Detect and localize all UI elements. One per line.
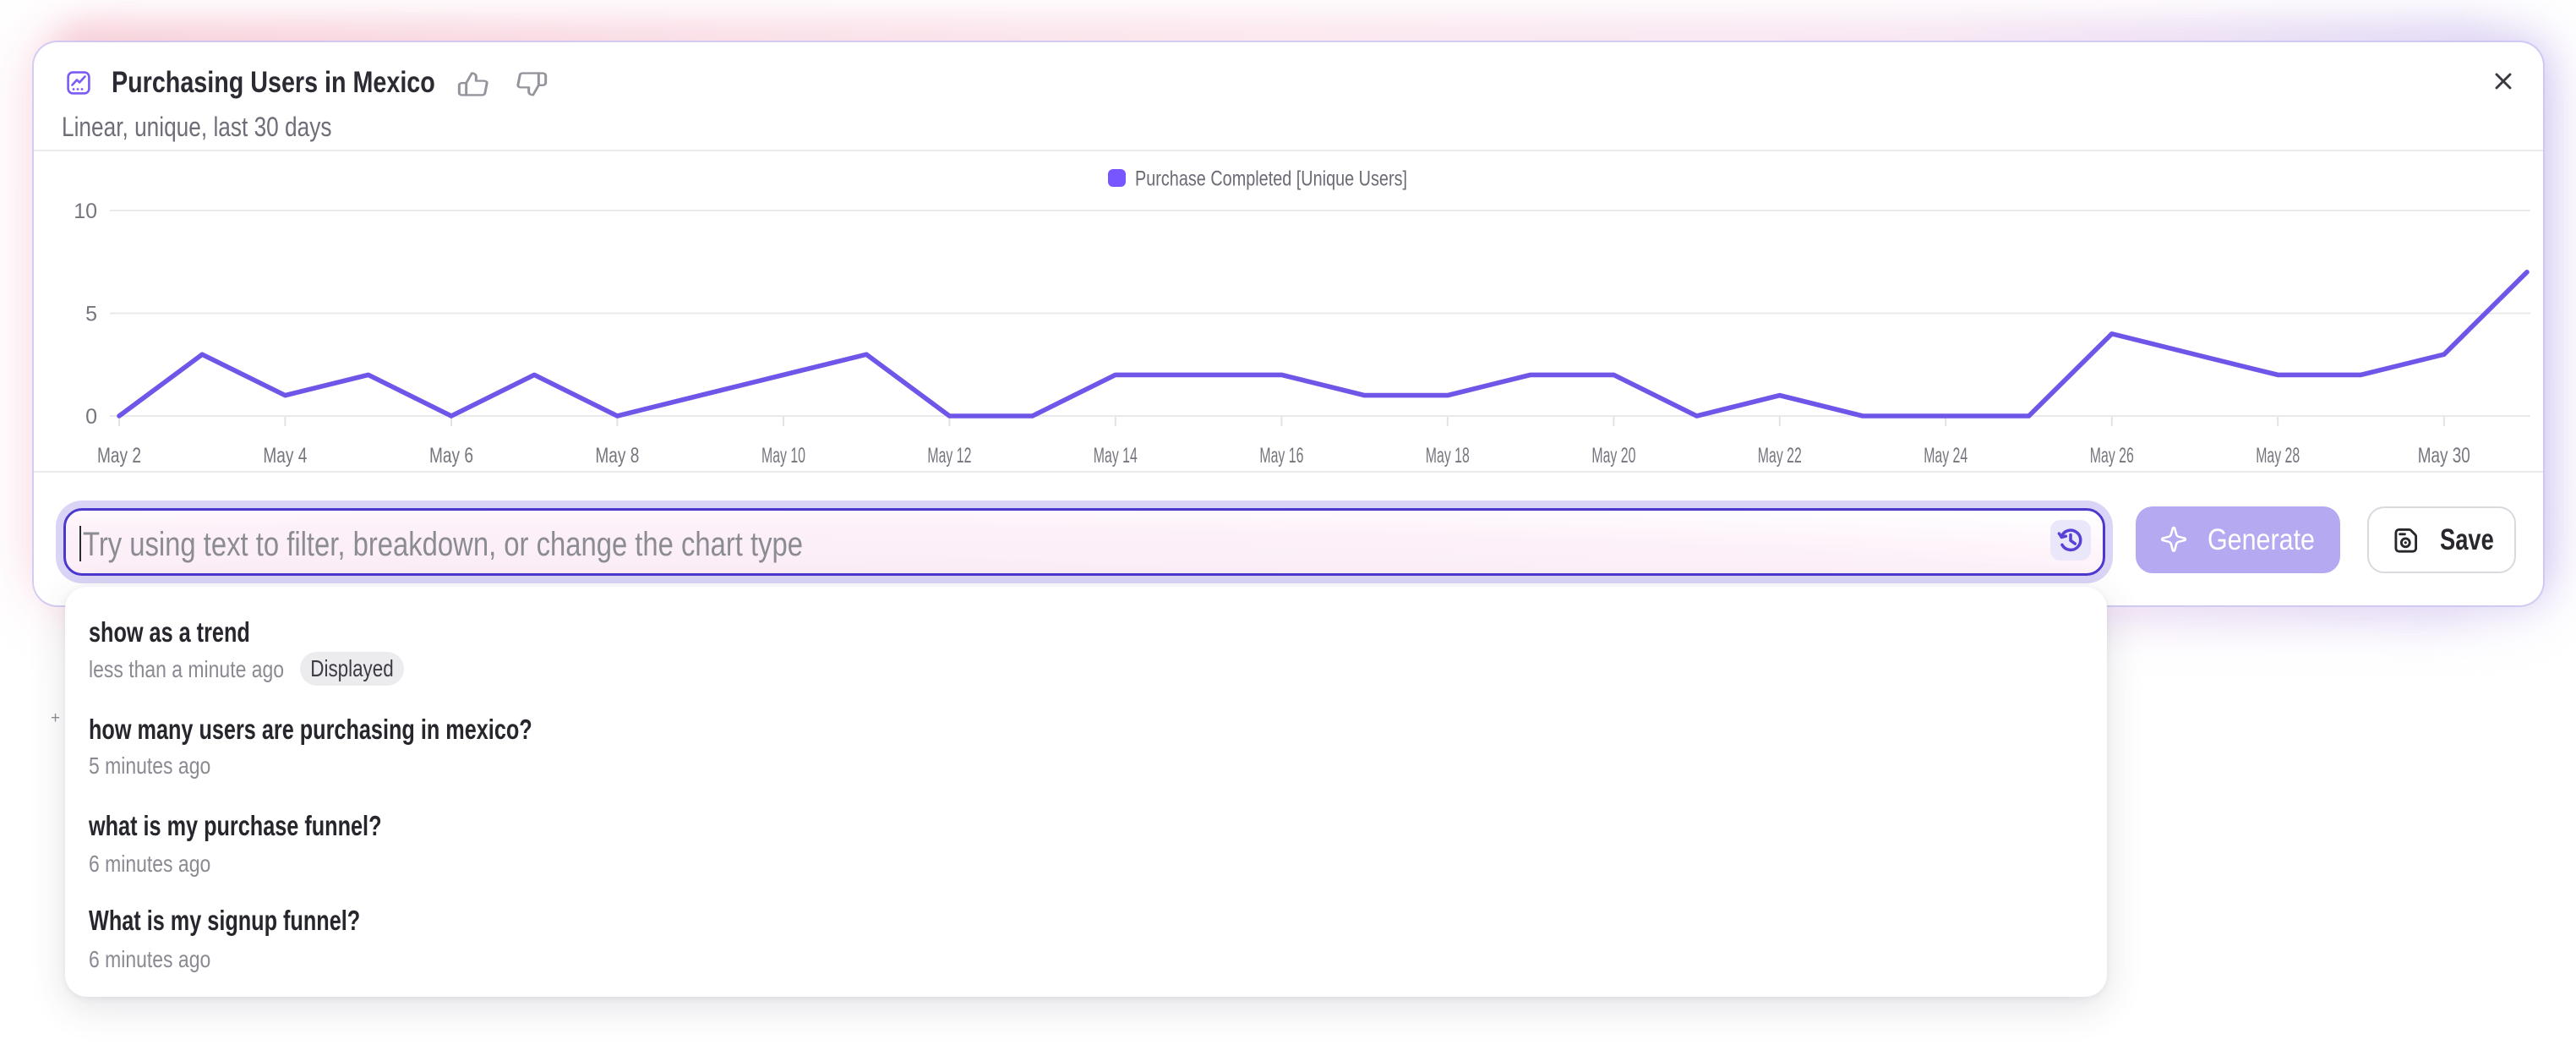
svg-text:Purchase Completed [Unique Use: Purchase Completed [Unique Users] [1135, 167, 1407, 191]
svg-text:May 8: May 8 [595, 444, 639, 468]
svg-text:May 26: May 26 [2090, 444, 2134, 468]
svg-text:May 20: May 20 [1591, 444, 1635, 468]
svg-text:May 22: May 22 [1758, 444, 1802, 468]
svg-text:May 4: May 4 [263, 444, 307, 468]
svg-text:May 28: May 28 [2256, 444, 2300, 468]
svg-text:May 16: May 16 [1259, 444, 1303, 468]
svg-text:May 14: May 14 [1094, 444, 1138, 468]
svg-text:May 18: May 18 [1426, 444, 1470, 468]
svg-text:0: 0 [85, 405, 97, 429]
svg-text:May 30: May 30 [2418, 444, 2470, 468]
svg-text:10: 10 [74, 200, 97, 223]
svg-text:May 10: May 10 [761, 444, 805, 468]
svg-text:May 6: May 6 [429, 444, 473, 468]
svg-text:May 2: May 2 [97, 444, 141, 468]
svg-text:May 12: May 12 [927, 444, 971, 468]
svg-text:May 24: May 24 [1924, 444, 1967, 468]
svg-text:5: 5 [85, 303, 97, 326]
